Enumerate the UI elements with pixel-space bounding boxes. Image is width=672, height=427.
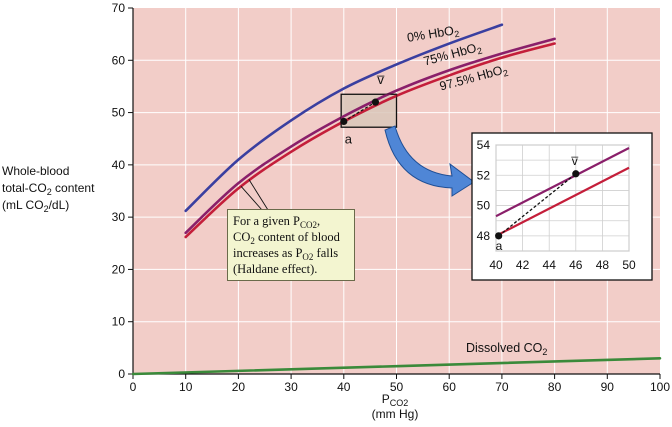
inset-line-75-hbo2 [495, 147, 630, 218]
x-tick-label: 0 [130, 380, 137, 394]
y-tick-label: 40 [112, 158, 126, 172]
callout-line1: For a given PCO2, [233, 214, 321, 230]
y-axis-title-line2: total-CO2 content [2, 181, 95, 197]
x-tick-label: 10 [179, 380, 193, 394]
axes: 0 10 20 30 40 50 60 70 80 90 100 0 10 20 30 40 50 60 70 [112, 1, 671, 394]
y-tick-label: 0 [118, 367, 125, 381]
y-tick-label: 60 [112, 53, 126, 67]
series-lines [131, 23, 662, 376]
x-axis-title-symbol: PCO2 [381, 392, 409, 408]
series-line-0-hbo2 [184, 23, 504, 213]
y-tick-label: 10 [112, 315, 126, 329]
inset-line-97-5-hbo2 [495, 166, 630, 237]
inset-x-tick-label: 44 [543, 258, 557, 272]
inset-point-v-label: v̅ [571, 154, 579, 168]
callout-line3: increases as PO2 falls [233, 246, 339, 262]
series-label-dissolved: Dissolved CO2 [466, 341, 548, 357]
y-tick-label: 70 [112, 1, 126, 15]
inset-x-tick-label: 46 [569, 258, 583, 272]
point-a [340, 117, 348, 126]
series-line-dissolved-co2 [131, 357, 662, 376]
callout-leader-2 [248, 179, 269, 211]
inset-x-tick-label: 42 [516, 258, 530, 272]
x-axis-title-unit: (mm Hg) [371, 407, 419, 421]
point-a-label: a [345, 131, 353, 146]
inset-point-v [572, 170, 580, 178]
series-line-in-box [341, 94, 397, 125]
inset-y-tick-label: 50 [477, 199, 491, 213]
series-line-in-box [341, 94, 392, 120]
x-tick-label: 90 [601, 380, 615, 394]
inset-y-tick-label: 48 [477, 229, 491, 243]
y-axis-title-line1: Whole-blood [2, 164, 70, 178]
inset-y-tick-label: 52 [477, 168, 491, 182]
y-tick-label: 30 [112, 210, 126, 224]
x-tick-label: 70 [495, 380, 509, 394]
point-v-label: v̅ [377, 72, 385, 87]
callout-line4: (Haldane effect). [233, 262, 318, 276]
inset-x-tick-label: 50 [622, 258, 636, 272]
x-tick-label: 100 [650, 380, 670, 394]
x-tick-label: 30 [284, 380, 298, 394]
a-to-v-dashed-line [343, 101, 376, 122]
x-tick-label: 80 [548, 380, 562, 394]
haldane-callout: For a given PCO2, CO2 content of blood i… [227, 209, 355, 281]
inset-point-a [495, 232, 503, 240]
x-axis-title: PCO2 (mm Hg) [355, 392, 435, 422]
y-tick-label: 20 [112, 262, 126, 276]
y-tick-label: 50 [112, 106, 126, 120]
x-tick-label: 20 [232, 380, 246, 394]
zoom-arrow [384, 125, 475, 197]
x-tick-label: 60 [443, 380, 457, 394]
callout-line2: CO2 content of blood [233, 230, 340, 246]
x-tick-label: 40 [337, 380, 351, 394]
main-marks: a v̅ [240, 72, 475, 211]
callout-leader-1 [240, 185, 263, 211]
x-tick-label: 50 [390, 380, 404, 394]
y-axis-title: Whole-blood total-CO2 content (mL CO2/dL… [2, 163, 122, 214]
inset-plot-area [495, 144, 630, 252]
point-v [371, 98, 380, 106]
inset-chart: 40 42 44 46 48 50 48 50 52 54 a v̅ [471, 132, 653, 281]
inset-x-tick-label: 48 [596, 258, 610, 272]
inset-x-tick-label: 40 [489, 258, 503, 272]
y-axis-title-line3: (mL CO2/dL) [2, 198, 70, 214]
inset-y-tick-label: 54 [477, 138, 491, 152]
inset-a-to-v-dashed-line [498, 173, 577, 237]
inset-point-a-label: a [496, 239, 503, 253]
